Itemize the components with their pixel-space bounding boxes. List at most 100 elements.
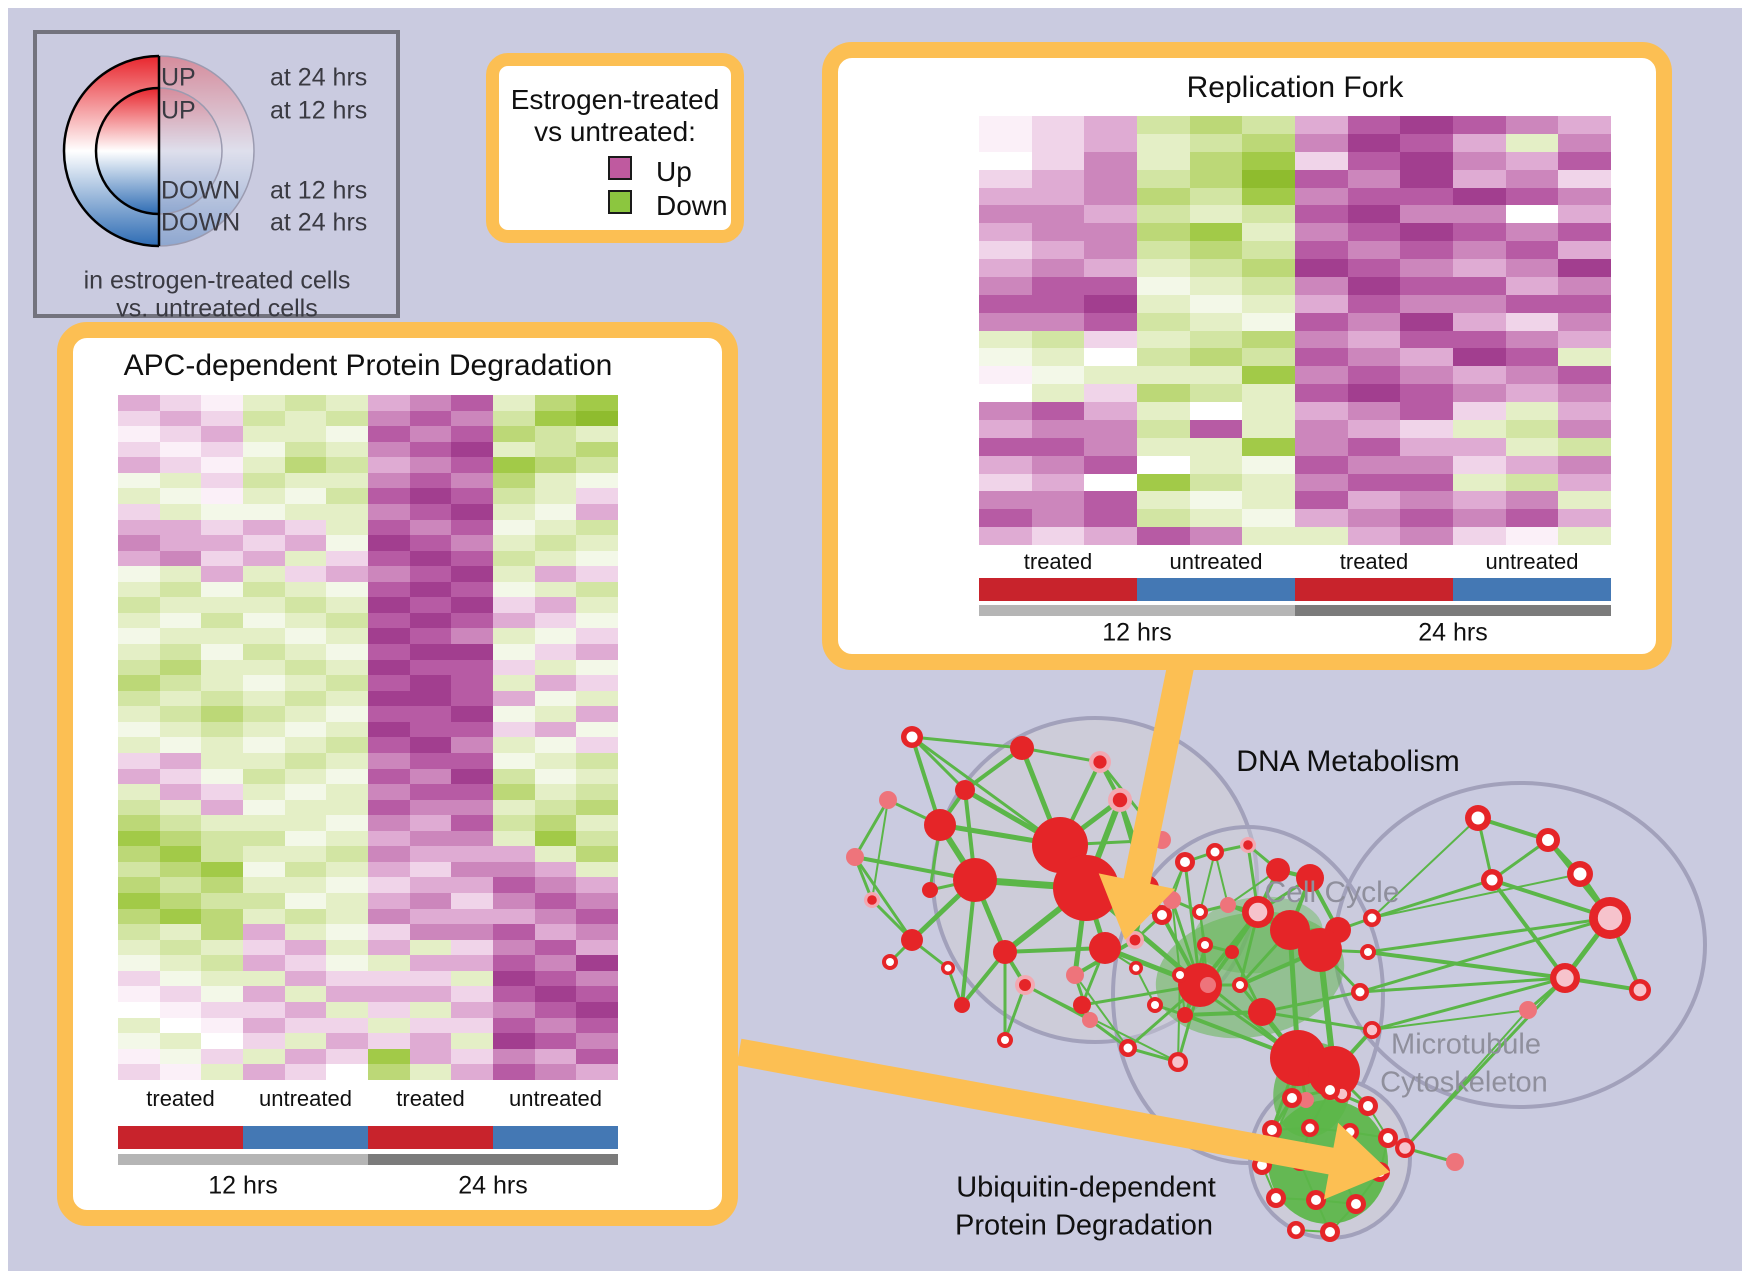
apc-heatmap-cell bbox=[409, 566, 452, 582]
apc-heatmap-cell bbox=[118, 830, 160, 847]
replication-heatmap-cell bbox=[1137, 437, 1190, 456]
apc-heatmap-cell bbox=[576, 395, 619, 411]
network-node bbox=[1266, 858, 1290, 882]
replication-heatmap-cell bbox=[979, 116, 1032, 134]
apc-heatmap-cell bbox=[576, 846, 619, 862]
replication-heatmap-cell bbox=[1295, 437, 1348, 456]
apc-heatmap-cell bbox=[534, 426, 577, 442]
apc-heatmap-cell bbox=[409, 628, 452, 644]
replication-heatmap-cell bbox=[1558, 366, 1612, 385]
apc-heatmap-cell bbox=[118, 644, 160, 660]
apc-heatmap-cell bbox=[576, 441, 619, 458]
apc-heatmap-cell bbox=[118, 970, 160, 987]
replication-heatmap-cell bbox=[1295, 116, 1348, 134]
replication-heatmap-cell bbox=[1031, 348, 1085, 367]
replication-heatmap-cell bbox=[1137, 241, 1190, 259]
apc-heatmap-cell bbox=[534, 721, 577, 738]
replication-heatmap-cell bbox=[1295, 205, 1348, 224]
replication-heatmap-cell bbox=[1242, 294, 1296, 313]
network-node bbox=[1073, 996, 1091, 1014]
replication-heatmap-cell bbox=[1400, 419, 1454, 438]
apc-heatmap-cell bbox=[534, 768, 577, 785]
apc-heatmap-cell bbox=[451, 628, 494, 644]
network-edge bbox=[1024, 984, 1179, 1063]
replication-heatmap-cell bbox=[1031, 330, 1085, 349]
replication-heatmap-cell bbox=[979, 133, 1032, 152]
apc-heatmap-cell bbox=[159, 503, 202, 520]
apc-heatmap-cell bbox=[451, 659, 494, 676]
apc-untreated-bar bbox=[243, 1126, 368, 1149]
replication-heatmap-cell bbox=[1347, 348, 1401, 367]
apc-heatmap-cell bbox=[576, 1001, 619, 1018]
apc-heatmap-cell bbox=[243, 581, 285, 598]
replication-heatmap-cell bbox=[979, 241, 1032, 259]
apc-heatmap-cell bbox=[118, 1001, 160, 1018]
apc-heatmap-cell bbox=[201, 426, 244, 442]
apc-heatmap-cell bbox=[409, 550, 452, 567]
apc-heatmap-cell bbox=[326, 441, 369, 458]
apc-heatmap-cell bbox=[534, 830, 577, 847]
network-node bbox=[993, 940, 1017, 964]
apc-heatmap-cell bbox=[451, 924, 494, 940]
network-node-core bbox=[1367, 913, 1377, 923]
replication-heatmap-cell bbox=[1558, 527, 1612, 545]
apc-heatmap-cell bbox=[409, 457, 452, 473]
apc-heatmap-cell bbox=[368, 939, 410, 956]
apc-heatmap-cell bbox=[284, 441, 327, 458]
apc-heatmap-cell bbox=[201, 1017, 244, 1034]
apc-heatmap-cell bbox=[326, 752, 369, 769]
apc-heatmap-cell bbox=[451, 861, 494, 878]
apc-heatmap-cell bbox=[201, 721, 244, 738]
apc-heatmap-cell bbox=[243, 939, 285, 956]
network-edge bbox=[1020, 746, 1102, 764]
replication-heatmap-cell bbox=[1084, 491, 1138, 510]
apc-heatmap-cell bbox=[493, 893, 535, 909]
replication-group-label-1: treated bbox=[1023, 549, 1093, 574]
network-node bbox=[924, 809, 956, 841]
apc-heatmap-cell bbox=[368, 908, 410, 925]
replication-treated-bar bbox=[979, 578, 1137, 601]
apc-heatmap-cell bbox=[576, 644, 619, 660]
network-node bbox=[922, 882, 938, 898]
replication-heatmap-cell bbox=[1453, 116, 1506, 134]
apc-heatmap-cell bbox=[159, 986, 202, 1002]
replication-heatmap-cell bbox=[1242, 169, 1296, 188]
replication-heatmap-cell bbox=[1242, 187, 1296, 206]
replication-heatmap-cell bbox=[1137, 259, 1190, 277]
apc-heatmap-cell bbox=[201, 815, 244, 831]
apc-heatmap-cell bbox=[409, 752, 452, 769]
apc-heatmap-cell bbox=[493, 815, 535, 831]
apc-heatmap-cell bbox=[409, 939, 452, 956]
apc-heatmap-cell bbox=[576, 472, 619, 489]
replication-heatmap-cell bbox=[1505, 241, 1559, 259]
apc-heatmap-cell bbox=[368, 488, 410, 504]
apc-heatmap-cell bbox=[493, 986, 535, 1002]
apc-heatmap-cell bbox=[368, 1033, 410, 1049]
replication-heatmap-cell bbox=[1295, 491, 1348, 510]
replication-heatmap-cell bbox=[1558, 473, 1612, 492]
apc-heatmap-cell bbox=[284, 1048, 327, 1065]
apc-heatmap-cell bbox=[576, 1017, 619, 1034]
replication-heatmap-cell bbox=[1189, 223, 1243, 242]
apc-heatmap-cell bbox=[493, 395, 535, 411]
apc-heatmap-cell bbox=[534, 644, 577, 660]
apc-heatmap-cell bbox=[451, 970, 494, 987]
replication-heatmap-cell bbox=[1558, 348, 1612, 367]
replication-heatmap-cell bbox=[1295, 509, 1348, 528]
apc-heatmap-cell bbox=[326, 488, 369, 504]
apc-heatmap-cell bbox=[284, 784, 327, 800]
apc-heatmap-cell bbox=[326, 893, 369, 909]
apc-heatmap-cell bbox=[284, 908, 327, 925]
replication-heatmap-cell bbox=[1189, 491, 1243, 510]
replication-heatmap-cell bbox=[979, 223, 1032, 242]
replication-heatmap-cell bbox=[1558, 509, 1612, 528]
apc-heatmap-cell bbox=[451, 410, 494, 427]
replication-heatmap-cell bbox=[979, 509, 1032, 528]
network-node-core bbox=[1180, 857, 1190, 867]
replication-heatmap-cell bbox=[1031, 473, 1085, 492]
apc-heatmap-cell bbox=[493, 597, 535, 613]
apc-heatmap-cell bbox=[409, 893, 452, 909]
apc-heatmap-cell bbox=[118, 893, 160, 909]
network-node bbox=[901, 929, 923, 951]
